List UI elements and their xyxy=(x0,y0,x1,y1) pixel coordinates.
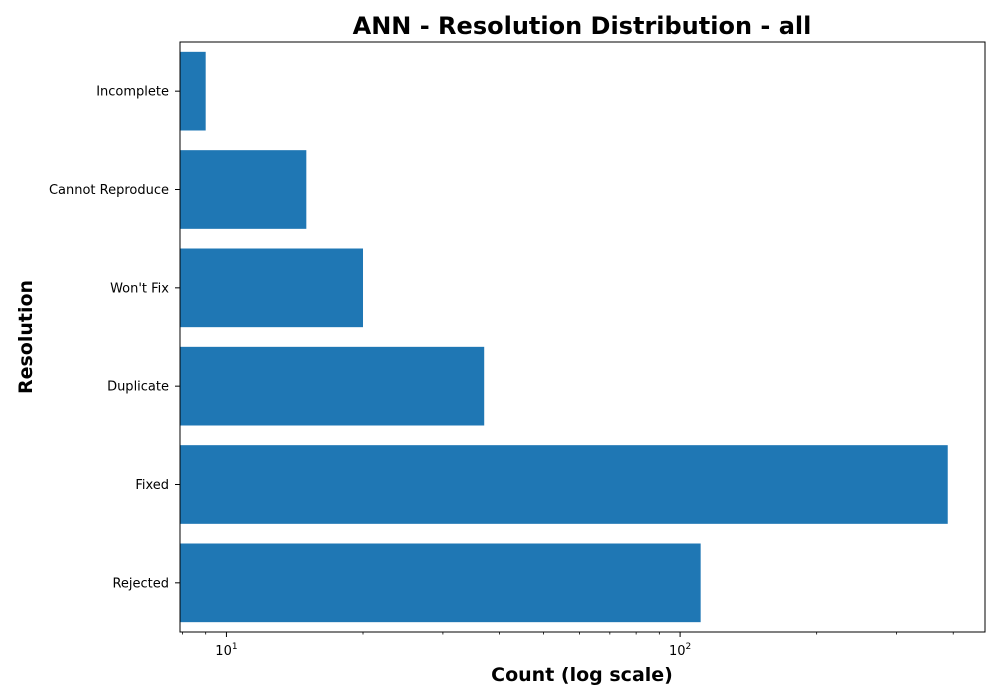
bar-won-t-fix xyxy=(180,248,364,328)
y-tick-label: Fixed xyxy=(135,478,169,493)
y-tick-label: Won't Fix xyxy=(110,281,169,296)
bar-incomplete xyxy=(180,51,206,131)
bar-cannot-reproduce xyxy=(180,150,307,229)
bar-rejected xyxy=(180,543,701,623)
x-tick-label: 101 xyxy=(215,642,237,659)
x-tick-label: 102 xyxy=(669,642,691,659)
y-tick-label: Duplicate xyxy=(107,380,169,395)
bar-fixed xyxy=(180,445,948,524)
bars xyxy=(180,51,948,623)
x-axis-label: Count (log scale) xyxy=(491,664,673,686)
plot-frame xyxy=(179,41,986,633)
x-axis: 101 102 xyxy=(182,632,954,659)
chart-title: ANN - Resolution Distribution - all xyxy=(353,12,812,40)
bar-duplicate xyxy=(180,346,485,426)
y-tick-label: Cannot Reproduce xyxy=(49,183,169,198)
y-tick-label: Rejected xyxy=(112,576,169,591)
y-axis: Rejected Fixed Duplicate Won't Fix Cannot Re… xyxy=(49,85,180,591)
y-axis-label: Resolution xyxy=(15,280,37,394)
y-tick-label: Incomplete xyxy=(96,85,169,100)
